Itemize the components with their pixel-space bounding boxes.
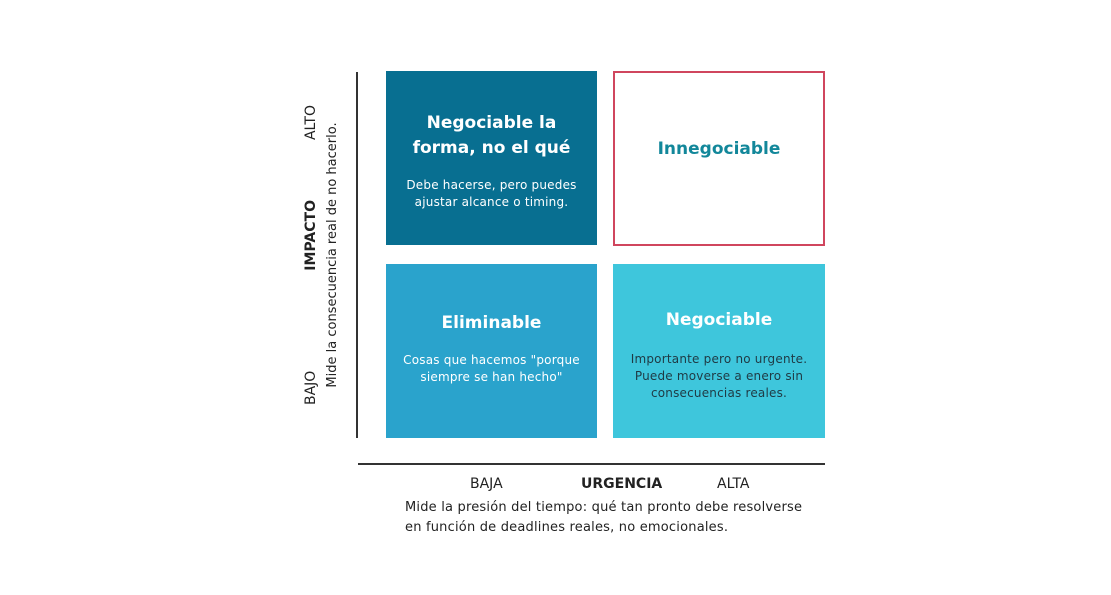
x-axis-high: ALTA: [717, 476, 750, 492]
x-axis-labels: BAJA URGENCIA ALTA Mide la presión del t…: [405, 476, 845, 538]
quadrant-title: Innegociable: [657, 139, 781, 159]
quadrant-text: Cosas que hacemos "porque siempre se han…: [403, 352, 580, 384]
quadrant-title: Negociable: [665, 310, 773, 330]
y-axis-line: [356, 72, 358, 438]
y-axis-low: BAJO: [303, 370, 319, 405]
x-axis-description-1: Mide la presión del tiempo: qué tan pron…: [405, 500, 803, 515]
y-axis-title: IMPACTO: [303, 200, 319, 271]
quadrant-text: Importante pero no urgente. Puede movers…: [630, 352, 808, 400]
x-axis-line: [358, 463, 825, 465]
quadrant-text: Debe hacerse, pero puedes ajustar alcanc…: [406, 178, 577, 209]
x-axis-title: URGENCIA: [581, 476, 663, 492]
quadrant-innegociable: Innegociable: [613, 71, 825, 246]
y-axis-labels: BAJO IMPACTO ALTO Mide la consecuencia r…: [300, 105, 346, 405]
quadrant-negociable: Negociable Importante pero no urgente. P…: [613, 264, 825, 438]
quadrant-title: Negociable la forma, no el qué: [412, 113, 571, 158]
x-axis-description-2: en función de deadlines reales, no emoci…: [405, 520, 729, 535]
quadrant-eliminable: Eliminable Cosas que hacemos "porque sie…: [386, 264, 597, 438]
x-axis-low: BAJA: [470, 476, 503, 492]
quadrant-title: Eliminable: [441, 312, 542, 333]
y-axis-description: Mide la consecuencia real de no hacerlo.: [325, 122, 340, 388]
y-axis-high: ALTO: [303, 105, 319, 141]
quadrant-negociable-forma: Negociable la forma, no el qué Debe hace…: [386, 71, 597, 245]
